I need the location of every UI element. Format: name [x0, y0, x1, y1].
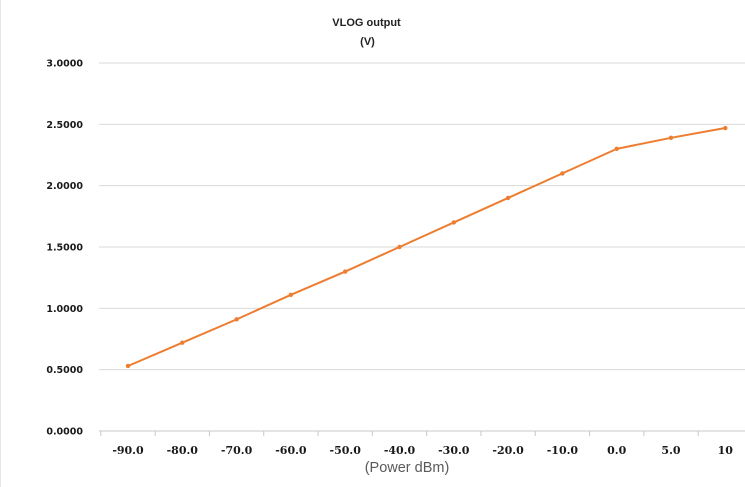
data-point	[668, 135, 674, 141]
gridlines	[99, 62, 745, 436]
x-tick-label: -50.0	[330, 444, 362, 457]
y-tick-label: 0.0000	[46, 427, 83, 438]
y-tick-label: 1.5000	[46, 243, 83, 254]
x-tick-label: -80.0	[167, 444, 199, 457]
x-tick-label: -60.0	[275, 444, 307, 457]
x-tick-label: -40.0	[384, 444, 416, 457]
chart-subtitle: (V)	[360, 36, 375, 48]
series-layer	[125, 125, 728, 369]
x-tick-label: 5.0	[661, 444, 680, 457]
data-point	[723, 125, 728, 131]
data-point	[125, 363, 131, 369]
x-tick-label: 10	[718, 444, 734, 457]
x-tick-label: -10.0	[547, 444, 579, 457]
data-point	[505, 195, 511, 201]
series-line	[127, 127, 727, 367]
y-tick-label: 2.5000	[46, 120, 83, 131]
y-tick-label: 0.5000	[46, 365, 83, 376]
data-point	[451, 220, 456, 225]
x-axis-ticks: -90.0 -80.0 -70.0 -60.0 -50.0 -40.0 -30.0 -20.0…	[112, 444, 733, 457]
x-tick-label: 0.0	[607, 444, 626, 457]
y-axis-ticks: 0.0000 0.5000 1.0000 1.5000 2.0000 2.5000 3.00…	[46, 59, 83, 438]
x-axis-label: (Power dBm)	[365, 460, 450, 476]
data-point	[397, 244, 402, 250]
data-point	[343, 269, 348, 274]
x-tick-label: -20.0	[492, 444, 524, 457]
x-tick-label: -70.0	[221, 444, 253, 457]
data-point	[180, 340, 185, 345]
x-tick-label: -30.0	[438, 444, 470, 457]
x-tick-label: -90.0	[112, 444, 144, 457]
y-tick-label: 3.0000	[46, 59, 83, 70]
data-point	[560, 171, 565, 176]
chart-title: VLOG output	[332, 17, 401, 29]
y-tick-label: 2.0000	[46, 181, 83, 192]
y-tick-label: 1.0000	[46, 304, 83, 315]
data-point	[288, 292, 294, 298]
data-point	[614, 146, 619, 152]
data-point	[234, 317, 239, 322]
